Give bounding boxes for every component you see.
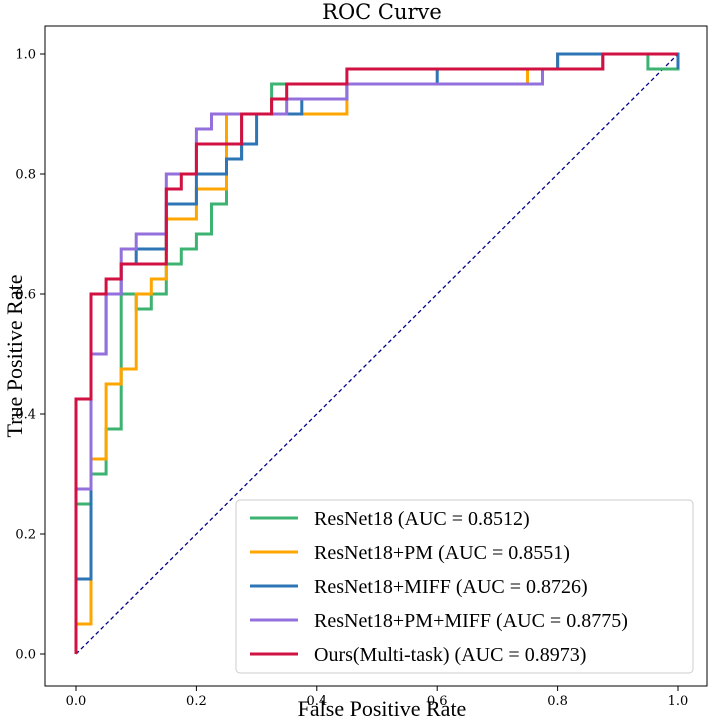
legend-label-series-4: ResNet18+PM+MIFF (AUC = 0.8775) bbox=[314, 610, 628, 632]
legend-box bbox=[235, 499, 694, 674]
x-tick-label: 0.4 bbox=[306, 694, 327, 709]
plot-frame bbox=[44, 25, 708, 687]
roc-line-series-2 bbox=[74, 52, 678, 654]
y-tick-label: 0.0 bbox=[15, 648, 36, 663]
legend: ResNet18 (AUC = 0.8512) ResNet18+PM (AUC … bbox=[235, 499, 694, 674]
legend-label-series-3: ResNet18+MIFF (AUC = 0.8726) bbox=[314, 576, 588, 598]
axis-ticks: 0.0 0.2 0.4 0.6 0.8 1.0 0.0 0.2 0.4 0.6 0.8 1.0 bbox=[15, 48, 688, 710]
x-tick-label: 0.8 bbox=[547, 694, 568, 709]
y-tick-label: 0.2 bbox=[15, 528, 36, 543]
x-axis-label: False Positive Rate bbox=[298, 696, 467, 721]
legend-label-series-5: Ours(Multi-task) (AUC = 0.8973) bbox=[314, 644, 586, 666]
legend-label-series-1: ResNet18 (AUC = 0.8512) bbox=[314, 508, 530, 530]
plot-area bbox=[74, 52, 680, 655]
x-tick-label: 0.0 bbox=[66, 694, 87, 709]
chance-diagonal-line bbox=[75, 53, 679, 655]
chart-title: ROC Curve bbox=[322, 0, 442, 24]
y-axis-label: True Positive Rate bbox=[2, 275, 27, 438]
x-tick-label: 1.0 bbox=[668, 694, 689, 709]
y-tick-label: 0.4 bbox=[15, 408, 36, 423]
y-tick-label: 1.0 bbox=[15, 48, 36, 63]
x-tick-label: 0.6 bbox=[427, 694, 448, 709]
y-tick-label: 0.8 bbox=[15, 168, 36, 183]
y-tick-label: 0.6 bbox=[15, 288, 36, 303]
roc-line-series-4 bbox=[74, 52, 678, 654]
roc-line-series-5 bbox=[74, 52, 678, 654]
x-tick-label: 0.2 bbox=[186, 694, 207, 709]
legend-label-series-2: ResNet18+PM (AUC = 0.8551) bbox=[314, 542, 570, 564]
